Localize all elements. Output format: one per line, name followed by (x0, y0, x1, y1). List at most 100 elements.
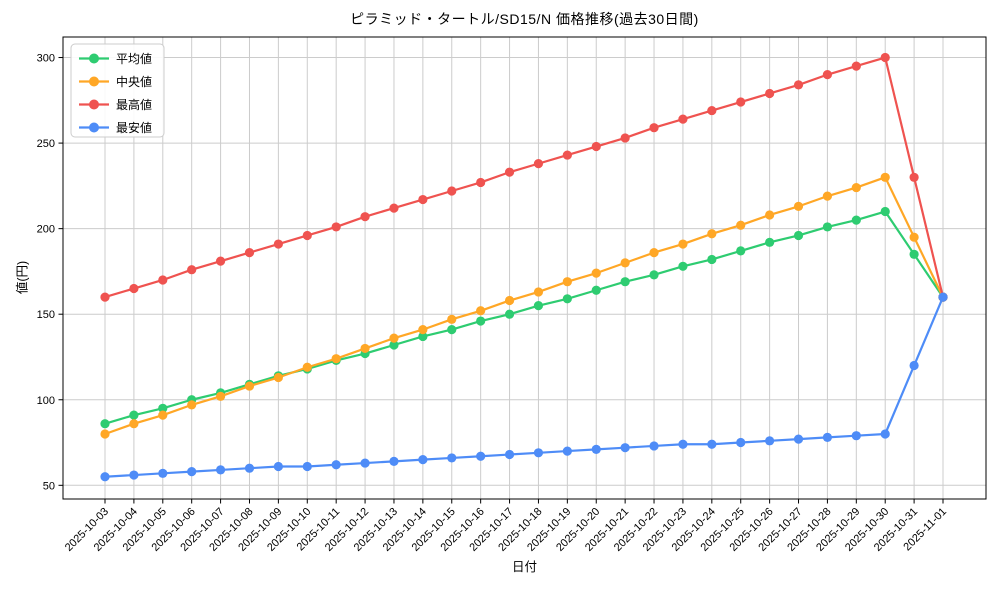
data-point-average (504, 309, 515, 319)
data-point-average (793, 230, 804, 241)
data-point-average (129, 410, 139, 420)
data-point-highest (129, 283, 139, 294)
legend-swatch-dot-average (89, 53, 99, 64)
data-point-average (100, 419, 110, 429)
y-tick-label: 50 (43, 480, 55, 492)
data-point-lowest (562, 446, 572, 456)
data-point-average (562, 294, 572, 304)
data-point-highest (736, 97, 746, 107)
data-point-highest (649, 123, 659, 133)
y-tick-label: 100 (37, 395, 55, 407)
data-point-highest (909, 172, 919, 182)
data-point-average (851, 215, 861, 225)
data-point-highest (793, 80, 804, 90)
data-point-lowest (591, 444, 601, 454)
data-point-median (504, 295, 515, 306)
data-point-median (591, 268, 601, 278)
y-tick-label: 150 (37, 309, 55, 321)
data-point-average (909, 249, 919, 259)
legend-label-median: 中央値 (116, 74, 152, 89)
data-point-median (533, 287, 544, 297)
legend-label-average: 平均値 (116, 51, 152, 66)
data-point-median (215, 391, 226, 401)
legend-swatch-dot-median (89, 76, 99, 87)
data-point-lowest (389, 456, 399, 466)
data-point-lowest (244, 463, 255, 473)
legend-swatch-dot-lowest (89, 122, 99, 133)
data-point-lowest (736, 437, 746, 448)
data-point-lowest (331, 460, 341, 470)
data-point-lowest (822, 432, 833, 442)
data-point-highest (418, 194, 428, 205)
data-point-median (244, 381, 255, 391)
data-point-lowest (129, 470, 139, 480)
data-point-lowest (187, 467, 197, 477)
data-point-median (880, 172, 890, 182)
data-point-average (533, 301, 544, 311)
data-point-median (736, 220, 746, 230)
data-point-highest (360, 212, 370, 222)
data-point-lowest (418, 455, 428, 465)
data-point-lowest (678, 439, 688, 449)
data-point-lowest (504, 449, 515, 460)
data-point-average (418, 331, 428, 342)
series-line-highest (103, 56, 945, 299)
data-point-median (158, 410, 168, 420)
data-point-median (100, 429, 110, 439)
data-point-median (851, 182, 861, 193)
data-point-average (736, 246, 746, 256)
data-point-lowest (620, 443, 630, 453)
data-point-lowest (158, 468, 168, 478)
data-point-average (620, 277, 630, 287)
y-axis-label: 値(円) (15, 260, 30, 295)
data-point-highest (533, 159, 544, 169)
plot-spines (62, 36, 987, 500)
data-point-highest (822, 70, 833, 80)
data-point-lowest (100, 472, 110, 482)
legend-label-highest: 最高値 (116, 97, 152, 112)
data-point-highest (851, 61, 861, 71)
data-point-median (418, 325, 428, 335)
data-point-median (793, 201, 804, 211)
data-point-average (447, 325, 457, 335)
data-point-lowest (649, 441, 659, 451)
data-point-highest (215, 256, 226, 266)
data-point-highest (273, 239, 283, 249)
legend-swatch-dot-highest (89, 99, 99, 110)
data-point-highest (765, 88, 775, 99)
data-point-highest (447, 186, 457, 196)
data-point-median (909, 232, 919, 242)
data-point-lowest (302, 461, 312, 472)
data-point-median (389, 333, 399, 343)
data-point-median (302, 362, 312, 372)
data-point-average (591, 285, 601, 295)
data-point-lowest (273, 461, 283, 472)
data-point-highest (678, 114, 688, 124)
data-point-median (331, 354, 341, 364)
data-point-median (187, 400, 197, 410)
data-point-lowest (476, 451, 486, 461)
data-point-lowest (909, 360, 919, 371)
data-point-lowest (707, 439, 717, 449)
data-point-lowest (215, 465, 226, 475)
data-point-median (273, 372, 283, 383)
data-point-highest (880, 52, 890, 63)
data-point-average (158, 403, 168, 413)
data-point-highest (562, 150, 572, 160)
data-point-average (476, 316, 486, 326)
data-point-median (765, 210, 775, 220)
data-point-lowest (533, 448, 544, 458)
data-point-highest (620, 133, 630, 143)
data-point-lowest (447, 453, 457, 463)
data-point-highest (158, 275, 168, 285)
data-point-median (476, 306, 486, 316)
data-point-highest (331, 222, 341, 232)
data-point-highest (591, 141, 601, 152)
data-point-average (389, 340, 399, 350)
data-point-lowest (938, 292, 948, 302)
data-point-median (620, 258, 630, 268)
data-point-highest (244, 248, 255, 258)
chart-title: ピラミッド・タートル/SD15/N 価格推移(過去30日間) (350, 11, 699, 27)
